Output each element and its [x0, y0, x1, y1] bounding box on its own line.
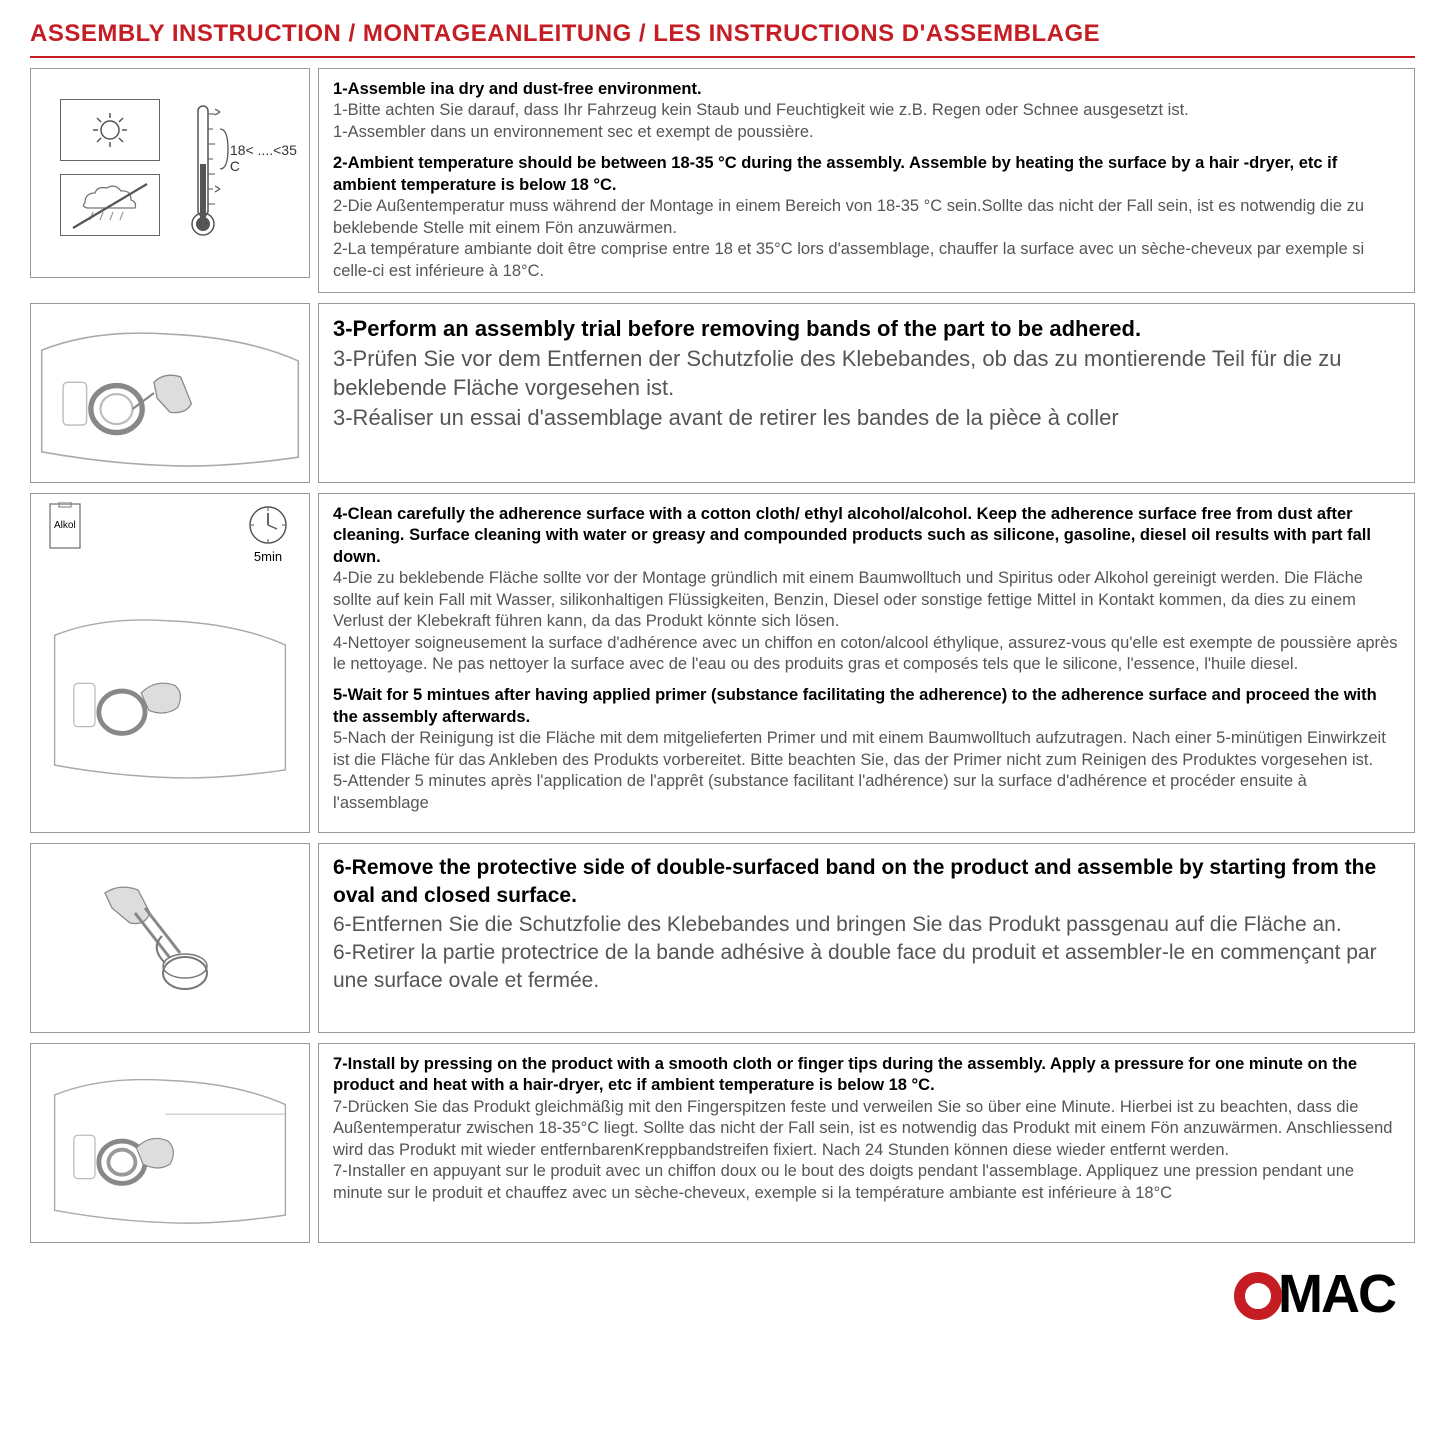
- instruction-text-4-5: 4-Clean carefully the adherence surface …: [318, 493, 1415, 833]
- step7-fr: 7-Installer en appuyant sur le produit a…: [333, 1161, 1400, 1204]
- step5-fr: 5-Attender 5 minutes après l'application…: [333, 771, 1400, 814]
- step3-en: 3-Perform an assembly trial before remov…: [333, 314, 1400, 344]
- page-title: ASSEMBLY INSTRUCTION / MONTAGEANLEITUNG …: [30, 20, 1415, 58]
- step1-de: 1-Bitte achten Sie darauf, dass Ihr Fahr…: [333, 100, 1400, 121]
- step2-de: 2-Die Außentemperatur muss während der M…: [333, 196, 1400, 239]
- diagram-trial-fit: [30, 303, 310, 483]
- brand-logo: MAC: [30, 1263, 1415, 1325]
- instruction-row-2: 3-Perform an assembly trial before remov…: [30, 303, 1415, 483]
- step5-de: 5-Nach der Reinigung ist die Fläche mit …: [333, 728, 1400, 771]
- instruction-text-6: 6-Remove the protective side of double-s…: [318, 843, 1415, 1033]
- instruction-row-5: 7-Install by pressing on the product wit…: [30, 1043, 1415, 1243]
- rain-crossed-icon: [60, 174, 160, 236]
- step6-en: 6-Remove the protective side of double-s…: [333, 854, 1400, 911]
- temperature-range-label: 18< ....<35 C: [230, 142, 300, 174]
- instruction-text-3: 3-Perform an assembly trial before remov…: [318, 303, 1415, 483]
- step5-en: 5-Wait for 5 mintues after having applie…: [333, 685, 1400, 728]
- logo-text: MAC: [1278, 1263, 1395, 1325]
- instruction-text-1-2: 1-Assemble ina dry and dust-free environ…: [318, 68, 1415, 293]
- step4-fr: 4-Nettoyer soigneusement la surface d'ad…: [333, 633, 1400, 676]
- step2-fr: 2-La température ambiante doit être comp…: [333, 239, 1400, 282]
- diagram-clean-surface: Alkol 5min: [30, 493, 310, 833]
- step6-fr: 6-Retirer la partie protectrice de la ba…: [333, 939, 1400, 996]
- diagram-environment: 18< ....<35 C: [30, 68, 310, 278]
- step6-de: 6-Entfernen Sie die Schutzfolie des Kleb…: [333, 911, 1400, 939]
- thermometer-icon: 18< ....<35 C: [180, 94, 300, 244]
- step2-en: 2-Ambient temperature should be between …: [333, 153, 1400, 196]
- logo-o-icon: [1234, 1272, 1282, 1320]
- diagram-press-install: [30, 1043, 310, 1243]
- step7-en: 7-Install by pressing on the product wit…: [333, 1054, 1400, 1097]
- step3-de: 3-Prüfen Sie vor dem Entfernen der Schut…: [333, 344, 1400, 403]
- step7-de: 7-Drücken Sie das Produkt gleichmäßig mi…: [333, 1097, 1400, 1161]
- step4-de: 4-Die zu beklebende Fläche sollte vor de…: [333, 568, 1400, 632]
- step1-en: 1-Assemble ina dry and dust-free environ…: [333, 79, 1400, 100]
- alcohol-bottle-label: Alkol: [46, 502, 84, 563]
- instruction-row-4: 6-Remove the protective side of double-s…: [30, 843, 1415, 1033]
- step1-fr: 1-Assembler dans un environnement sec et…: [333, 122, 1400, 143]
- step3-fr: 3-Réaliser un essai d'assemblage avant d…: [333, 403, 1400, 433]
- sun-icon: [60, 99, 160, 161]
- instruction-text-7: 7-Install by pressing on the product wit…: [318, 1043, 1415, 1243]
- instruction-row-3: Alkol 5min 4-Clean carefully the adheren…: [30, 493, 1415, 833]
- clock-5min-icon: 5min: [247, 504, 289, 564]
- step4-en: 4-Clean carefully the adherence surface …: [333, 504, 1400, 568]
- instruction-row-1: 18< ....<35 C 1-Assemble ina dry and dus…: [30, 68, 1415, 293]
- diagram-remove-tape: [30, 843, 310, 1033]
